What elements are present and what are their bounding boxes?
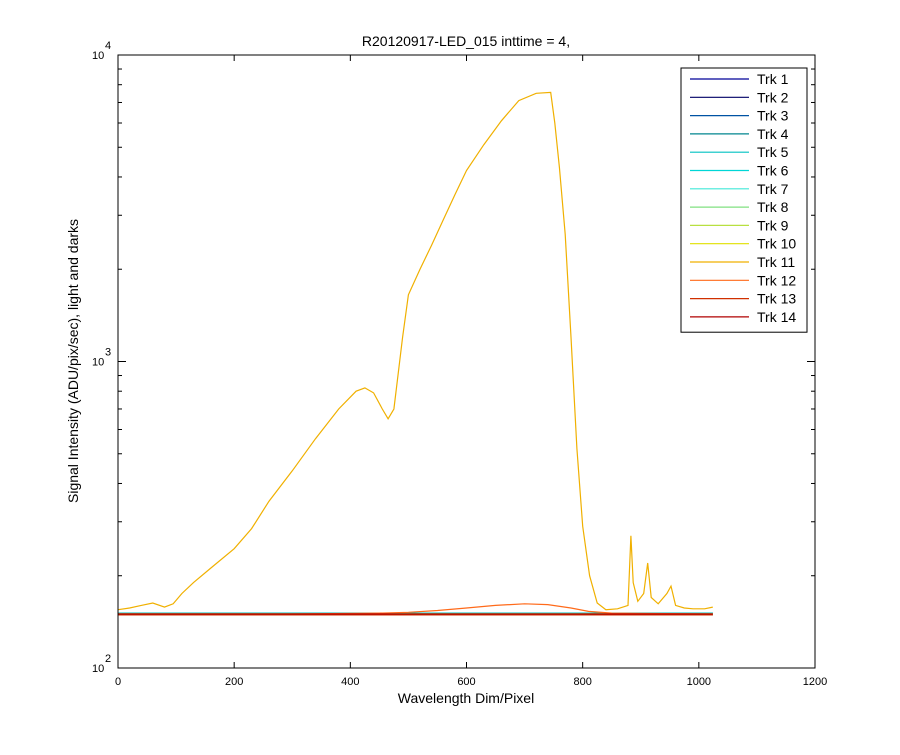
x-tick-label: 800 (573, 676, 591, 688)
series-line-12 (118, 603, 713, 615)
chart-title: R20120917-LED_015 inttime = 4, (362, 33, 570, 49)
legend-label: Trk 3 (757, 108, 789, 124)
y-tick-label-exponent: 3 (105, 347, 111, 359)
y-tick-label-exponent: 4 (105, 40, 111, 52)
legend-label: Trk 2 (757, 89, 789, 105)
legend-label: Trk 13 (757, 291, 796, 307)
legend-box (680, 67, 808, 333)
legend-label: Trk 11 (757, 254, 795, 270)
legend-label: Trk 5 (757, 144, 789, 160)
legend: Trk 1 Trk 2 Trk 3 Trk 4 Trk 5 Trk 6 Trk 7 Trk 8… (680, 67, 808, 333)
plot-frame (117, 54, 816, 669)
x-tick-label: 0 (115, 676, 121, 688)
legend-label: Trk 10 (757, 236, 796, 252)
legend-label: Trk 1 (757, 71, 789, 87)
legend-label: Trk 12 (757, 272, 796, 288)
x-tick-label: 1200 (803, 676, 827, 688)
x-tick-label: 1000 (687, 676, 711, 688)
legend-label: Trk 14 (757, 309, 796, 325)
y-tick-label-base: 10 (92, 663, 104, 675)
y-axis-label: Signal Intensity (ADU/pix/sec), light an… (65, 219, 81, 503)
legend-label: Trk 6 (757, 163, 789, 179)
y-tick-label-exponent: 2 (105, 653, 111, 665)
series-lines (117, 91, 713, 616)
legend-label: Trk 7 (757, 181, 789, 197)
legend-label: Trk 9 (757, 217, 789, 233)
y-tick-label-base: 10 (92, 50, 104, 62)
x-tick-label: 600 (457, 676, 475, 688)
y-tick-label-base: 10 (92, 357, 104, 369)
x-tick-label: 400 (341, 676, 359, 688)
x-axis-label: Wavelength Dim/Pixel (398, 690, 534, 706)
series-line-11 (117, 91, 713, 611)
legend-label: Trk 4 (757, 126, 789, 142)
legend-label: Trk 8 (757, 199, 789, 215)
x-tick-label: 200 (225, 676, 243, 688)
